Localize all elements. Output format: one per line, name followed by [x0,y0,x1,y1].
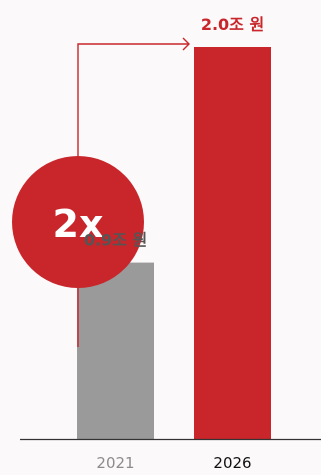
arrow-right-icon [182,37,190,51]
bar-2021 [77,262,154,439]
value-label-2021: 0.9조 원 [84,231,147,250]
growth-badge-text: 2x [53,202,104,246]
bar-2026 [194,47,271,439]
labels-layer: 0.9조 원 2021 2.0조 원 2026 [84,15,264,472]
x-tick-label-2021: 2021 [96,454,134,472]
bars-layer [77,47,271,439]
x-tick-label-2026: 2026 [213,454,251,472]
value-label-2026: 2.0조 원 [201,15,264,34]
growth-badge-circle [12,156,144,288]
growth-badge: 2x [12,156,144,288]
